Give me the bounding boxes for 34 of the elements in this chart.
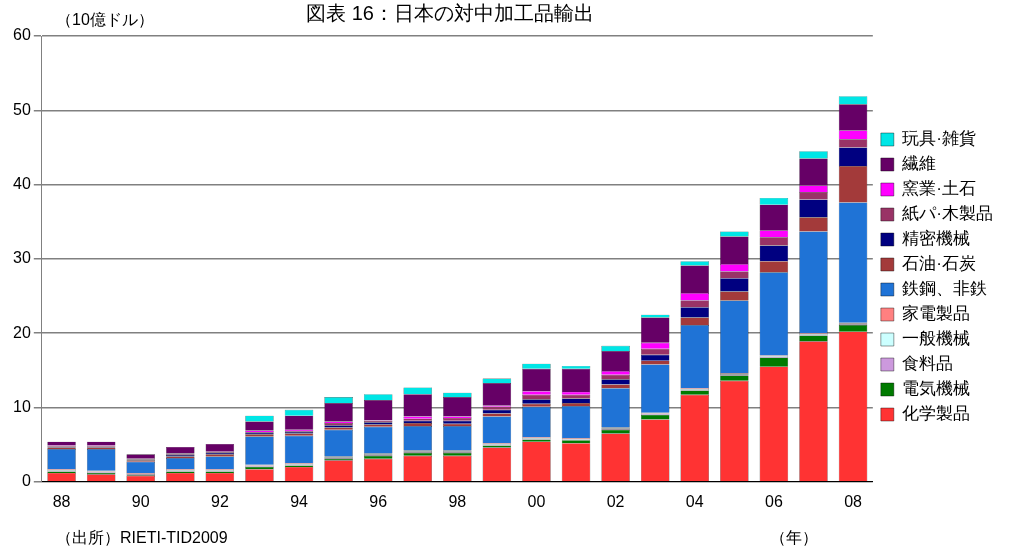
x-axis-title: （年） [770, 528, 818, 548]
legend-label: 窯業·土石 [902, 179, 977, 199]
x-tick-label: 88 [52, 492, 71, 510]
legend-label: 紙パ·木製品 [902, 204, 994, 224]
x-tick-label: 90 [131, 492, 150, 510]
legend-label: 化学製品 [902, 404, 971, 424]
y-axis-title: （10億ドル） [56, 10, 154, 30]
legend-label: 繊維 [901, 154, 937, 174]
x-tick-label: 04 [685, 492, 704, 510]
y-tick-label: 10 [13, 397, 31, 415]
x-tick-label: 08 [844, 492, 863, 510]
legend-label: 石油·石炭 [902, 254, 977, 274]
x-tick-label: 00 [527, 492, 546, 510]
x-tick-label: 94 [290, 492, 309, 510]
y-tick-label: 20 [13, 323, 31, 341]
x-tick-label: 98 [448, 492, 467, 510]
y-tick-label: 0 [21, 472, 31, 490]
legend-label: 鉄鋼、非鉄 [902, 279, 988, 299]
legend-label: 一般機械 [902, 329, 971, 349]
y-tick-label: 40 [13, 175, 31, 193]
y-tick-label: 50 [13, 100, 31, 118]
x-tick-label: 06 [765, 492, 783, 510]
text: （出所）RIETI-TID2009 [56, 528, 228, 548]
x-tick-label: 92 [210, 492, 229, 510]
legend-label: 精密機械 [902, 229, 971, 249]
x-tick-label: 02 [606, 492, 625, 510]
legend-label: 食料品 [902, 354, 954, 374]
legend-label: 家電製品 [902, 304, 971, 324]
legend-label: 玩具·雑貨 [902, 129, 977, 149]
y-tick-label: 60 [13, 26, 31, 44]
chart-title: 図表 16：日本の対中加工品輸出 [306, 2, 594, 24]
y-tick-label: 30 [13, 249, 31, 267]
x-tick-label: 96 [369, 492, 388, 510]
legend-label: 電気機械 [902, 379, 971, 399]
